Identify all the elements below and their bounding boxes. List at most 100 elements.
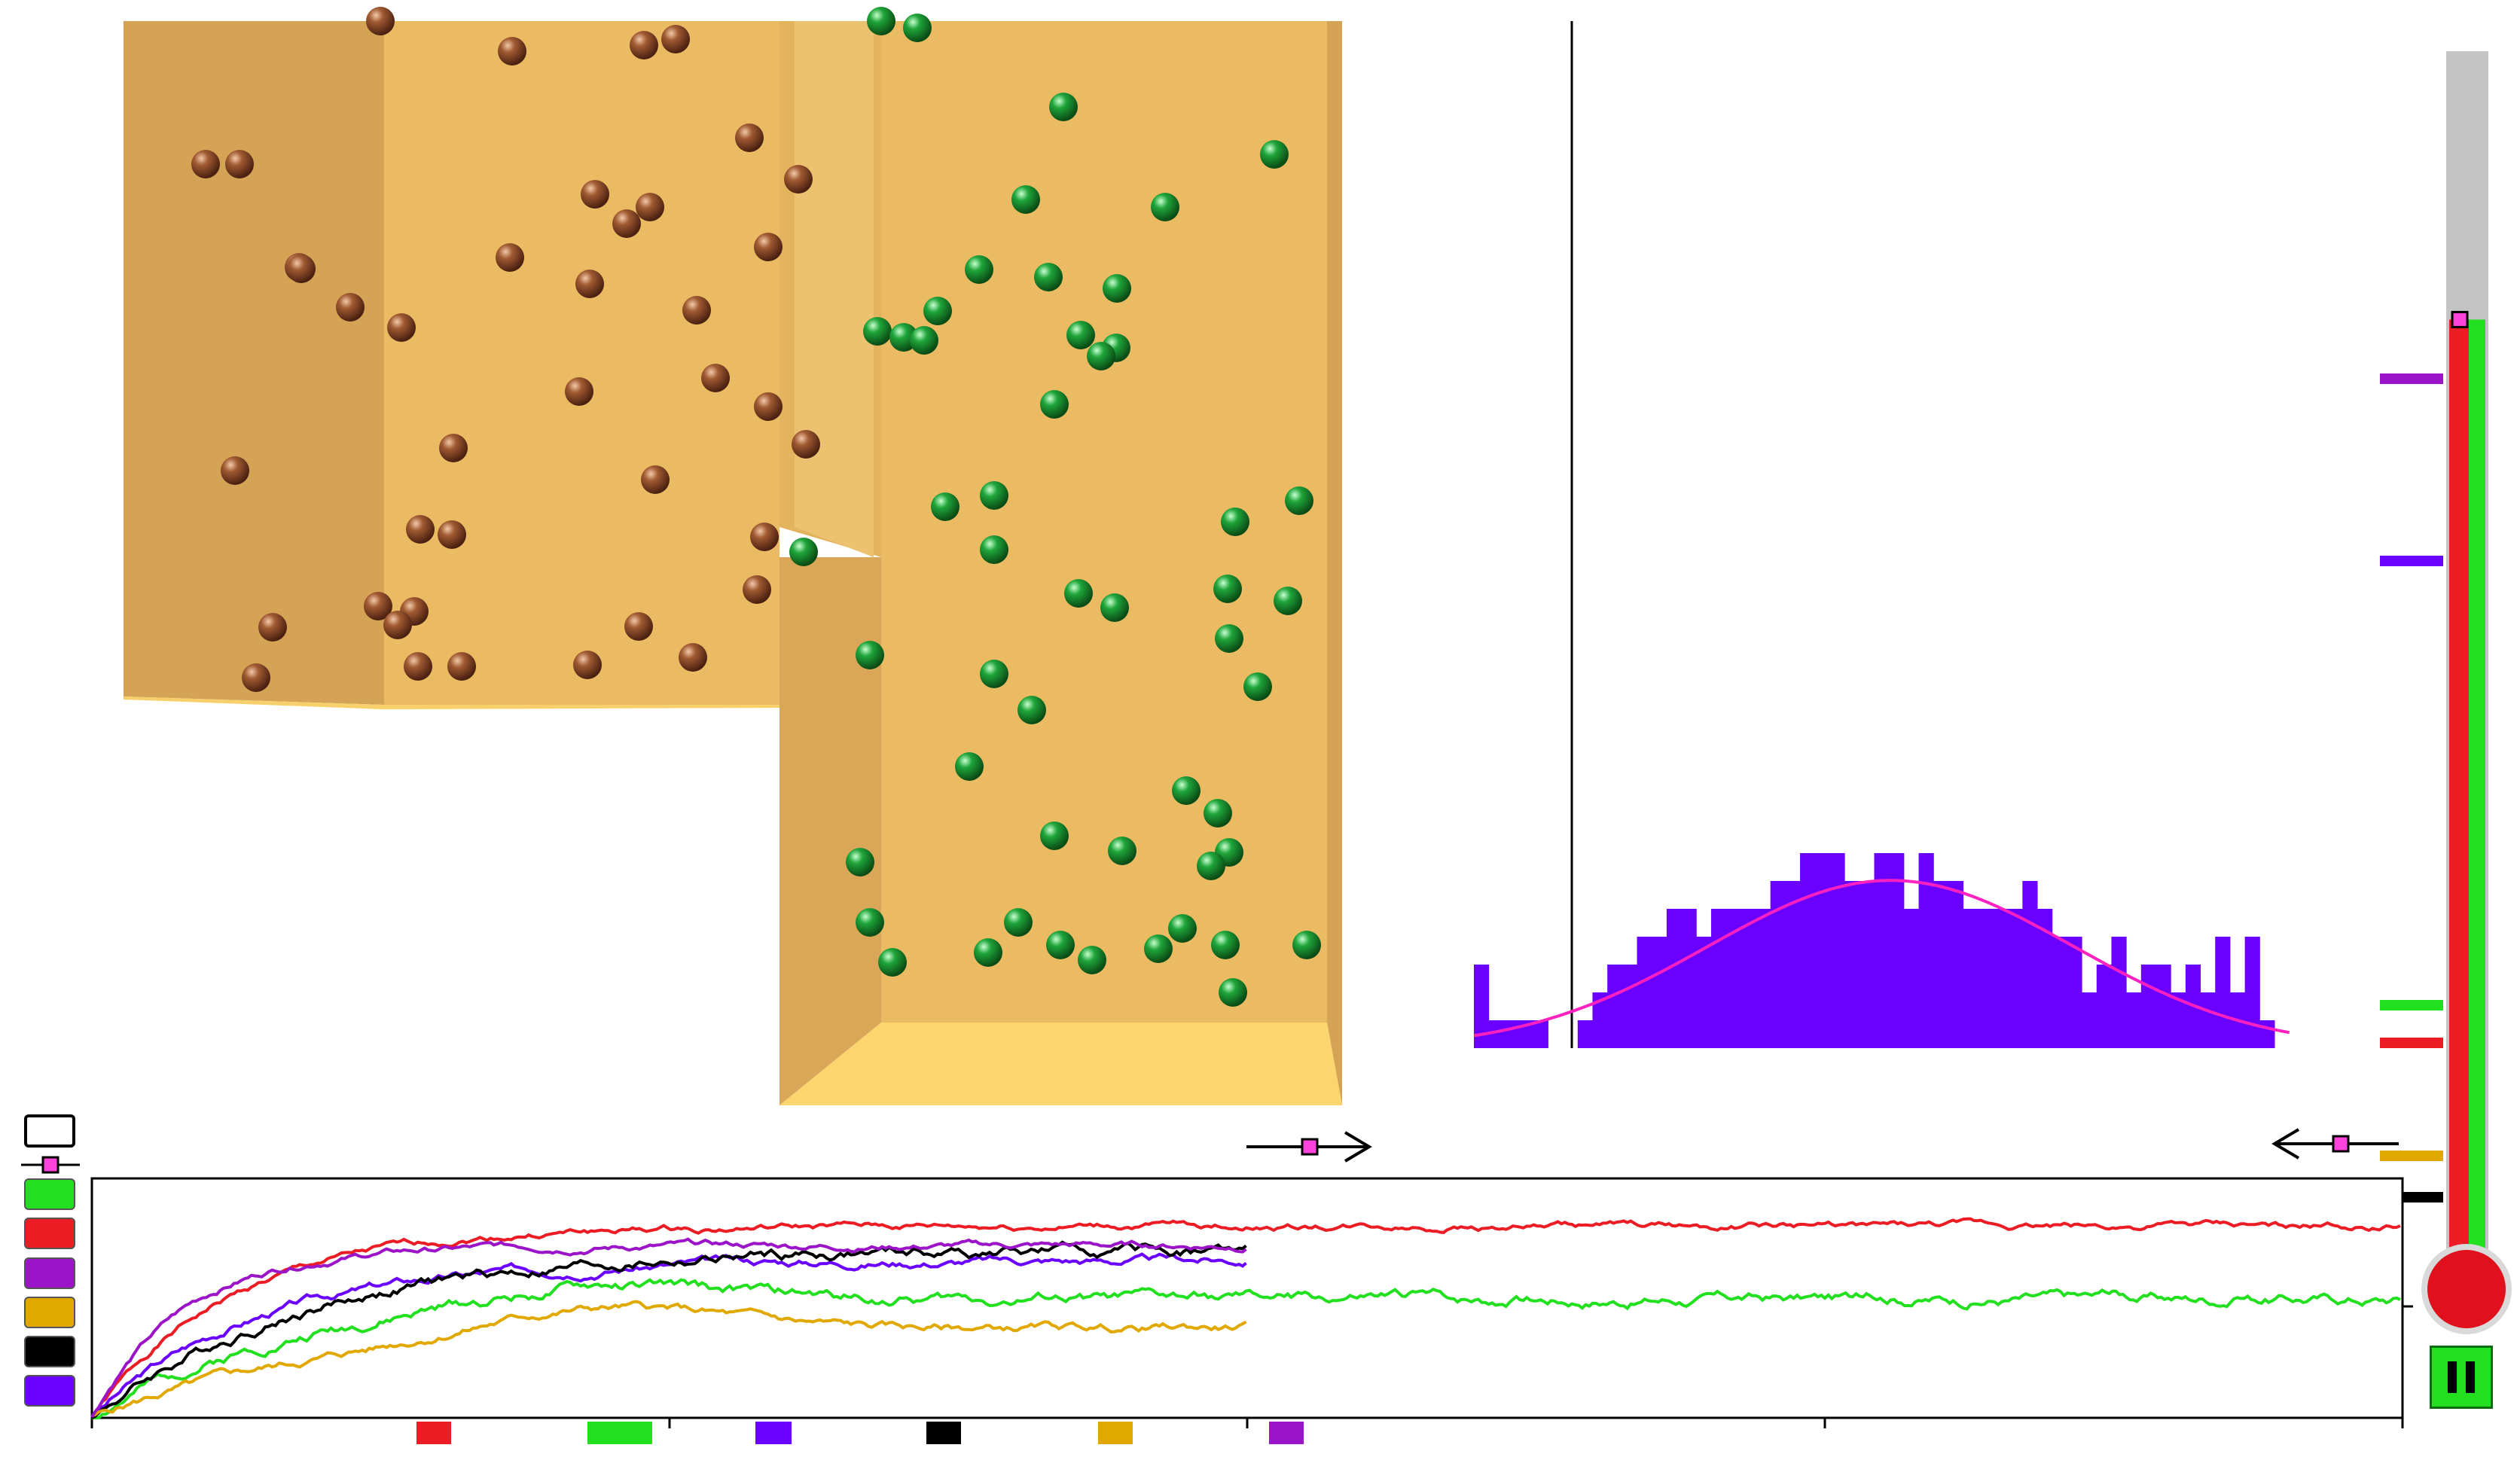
left-chamber-floor — [124, 696, 779, 709]
right-chamber-back-wall — [881, 21, 1327, 1023]
brown-particle — [565, 377, 593, 406]
brown-particle — [682, 296, 711, 325]
green-particle — [1172, 776, 1201, 805]
histogram-bar — [1814, 853, 1830, 1048]
histogram-bar — [1756, 909, 1771, 1048]
green-particle — [1046, 931, 1075, 959]
brown-particle — [287, 255, 316, 283]
histogram-bar — [2067, 937, 2082, 1048]
histogram-bar — [1488, 1020, 1504, 1048]
thermometer-red-column — [2449, 319, 2469, 1295]
green-particle — [1285, 486, 1313, 515]
thermometer-tick — [2380, 1000, 2443, 1010]
brown-particle — [754, 392, 783, 421]
green-particle — [1221, 508, 1249, 536]
green-particle — [923, 297, 952, 325]
brown-particle — [387, 313, 416, 342]
series-toggle-green[interactable] — [24, 1178, 75, 1210]
divider-slot-inner — [795, 21, 874, 557]
toggle-slider[interactable] — [21, 1156, 80, 1174]
brown-particle — [364, 592, 392, 620]
histogram-bar — [2140, 965, 2157, 1048]
brown-particle — [679, 643, 707, 672]
thermometer-level-marker[interactable] — [2451, 310, 2469, 328]
legend-chip — [416, 1422, 451, 1444]
brown-particle — [581, 180, 609, 209]
histogram-bar — [2096, 965, 2112, 1048]
series-toggle-blue[interactable] — [24, 1375, 75, 1407]
series-toggle-black[interactable] — [24, 1336, 75, 1367]
brown-particle — [447, 652, 476, 681]
histogram-bar — [1637, 937, 1652, 1048]
brown-particle — [191, 150, 220, 178]
series-line — [91, 1300, 1247, 1418]
histogram-bar — [1696, 937, 1712, 1048]
histogram-bar — [1859, 881, 1875, 1048]
green-particle — [1204, 799, 1232, 828]
green-particle — [1168, 914, 1197, 943]
right-chamber-side-wall — [779, 557, 881, 1105]
histogram-bar — [1948, 881, 1964, 1048]
scroll-right-handle[interactable] — [1246, 1131, 1372, 1163]
histogram-bar — [1652, 937, 1667, 1048]
series-toggle-red[interactable] — [24, 1218, 75, 1249]
legend-chip — [1269, 1422, 1304, 1444]
brown-particle — [630, 31, 658, 59]
thermometer-tick — [2380, 1151, 2443, 1161]
brown-particle — [438, 520, 466, 549]
brown-particle — [225, 150, 254, 178]
histogram-bar — [1918, 853, 1934, 1048]
series-toggle-purple[interactable] — [24, 1257, 75, 1289]
thermometer-green-column — [2469, 319, 2485, 1295]
scroll-left-handle[interactable] — [2271, 1128, 2399, 1160]
histogram-bar — [1829, 853, 1845, 1048]
scroll-right-marker[interactable] — [1301, 1138, 1319, 1156]
green-particle — [980, 535, 1008, 564]
green-particle — [863, 317, 892, 346]
series-line — [90, 1217, 2401, 1419]
legend-chip — [755, 1422, 792, 1444]
particles — [191, 7, 1321, 1007]
histogram-bar — [1770, 881, 1786, 1048]
energy-time-plot — [90, 1177, 2413, 1428]
green-particle — [903, 14, 932, 42]
scroll-left-marker[interactable] — [2332, 1135, 2350, 1153]
series-toggle-gold[interactable] — [24, 1297, 75, 1328]
green-particle — [1274, 587, 1302, 615]
histogram-bar — [2155, 965, 2171, 1048]
green-particle — [1219, 978, 1247, 1007]
histogram-bar — [2215, 937, 2231, 1048]
histogram-bar — [1903, 909, 1920, 1048]
brown-particle — [573, 651, 602, 679]
green-particle — [955, 752, 984, 781]
green-particle — [856, 641, 884, 669]
histogram-bar — [1785, 881, 1801, 1048]
green-particle — [856, 908, 884, 937]
histogram-bar — [2171, 992, 2186, 1048]
green-particle — [1040, 821, 1069, 850]
pause-button[interactable] — [2430, 1346, 2493, 1409]
right-chamber-floor — [779, 1023, 1342, 1105]
green-particle — [1260, 140, 1289, 169]
green-particle — [1108, 837, 1136, 865]
brown-particle — [366, 7, 395, 35]
green-particle — [910, 326, 938, 355]
brown-particle — [498, 37, 526, 66]
thermometer-tick — [2380, 373, 2443, 384]
histogram-bar — [1992, 909, 2009, 1048]
histogram-bar — [2082, 992, 2097, 1048]
series-line — [90, 1237, 1247, 1418]
green-particle — [1011, 185, 1040, 214]
show-all-toggle[interactable] — [24, 1114, 75, 1148]
toggle-slider-marker[interactable] — [41, 1156, 59, 1174]
histogram-bar — [1681, 909, 1697, 1048]
series-line — [91, 1240, 1247, 1419]
left-chamber-side-wall — [124, 21, 384, 705]
green-particle — [867, 7, 895, 35]
brown-particle — [406, 515, 435, 544]
green-particle — [1066, 321, 1095, 349]
histogram-bar — [1874, 853, 1890, 1048]
pause-icon-bar — [2466, 1361, 2475, 1393]
green-particle — [878, 948, 907, 977]
